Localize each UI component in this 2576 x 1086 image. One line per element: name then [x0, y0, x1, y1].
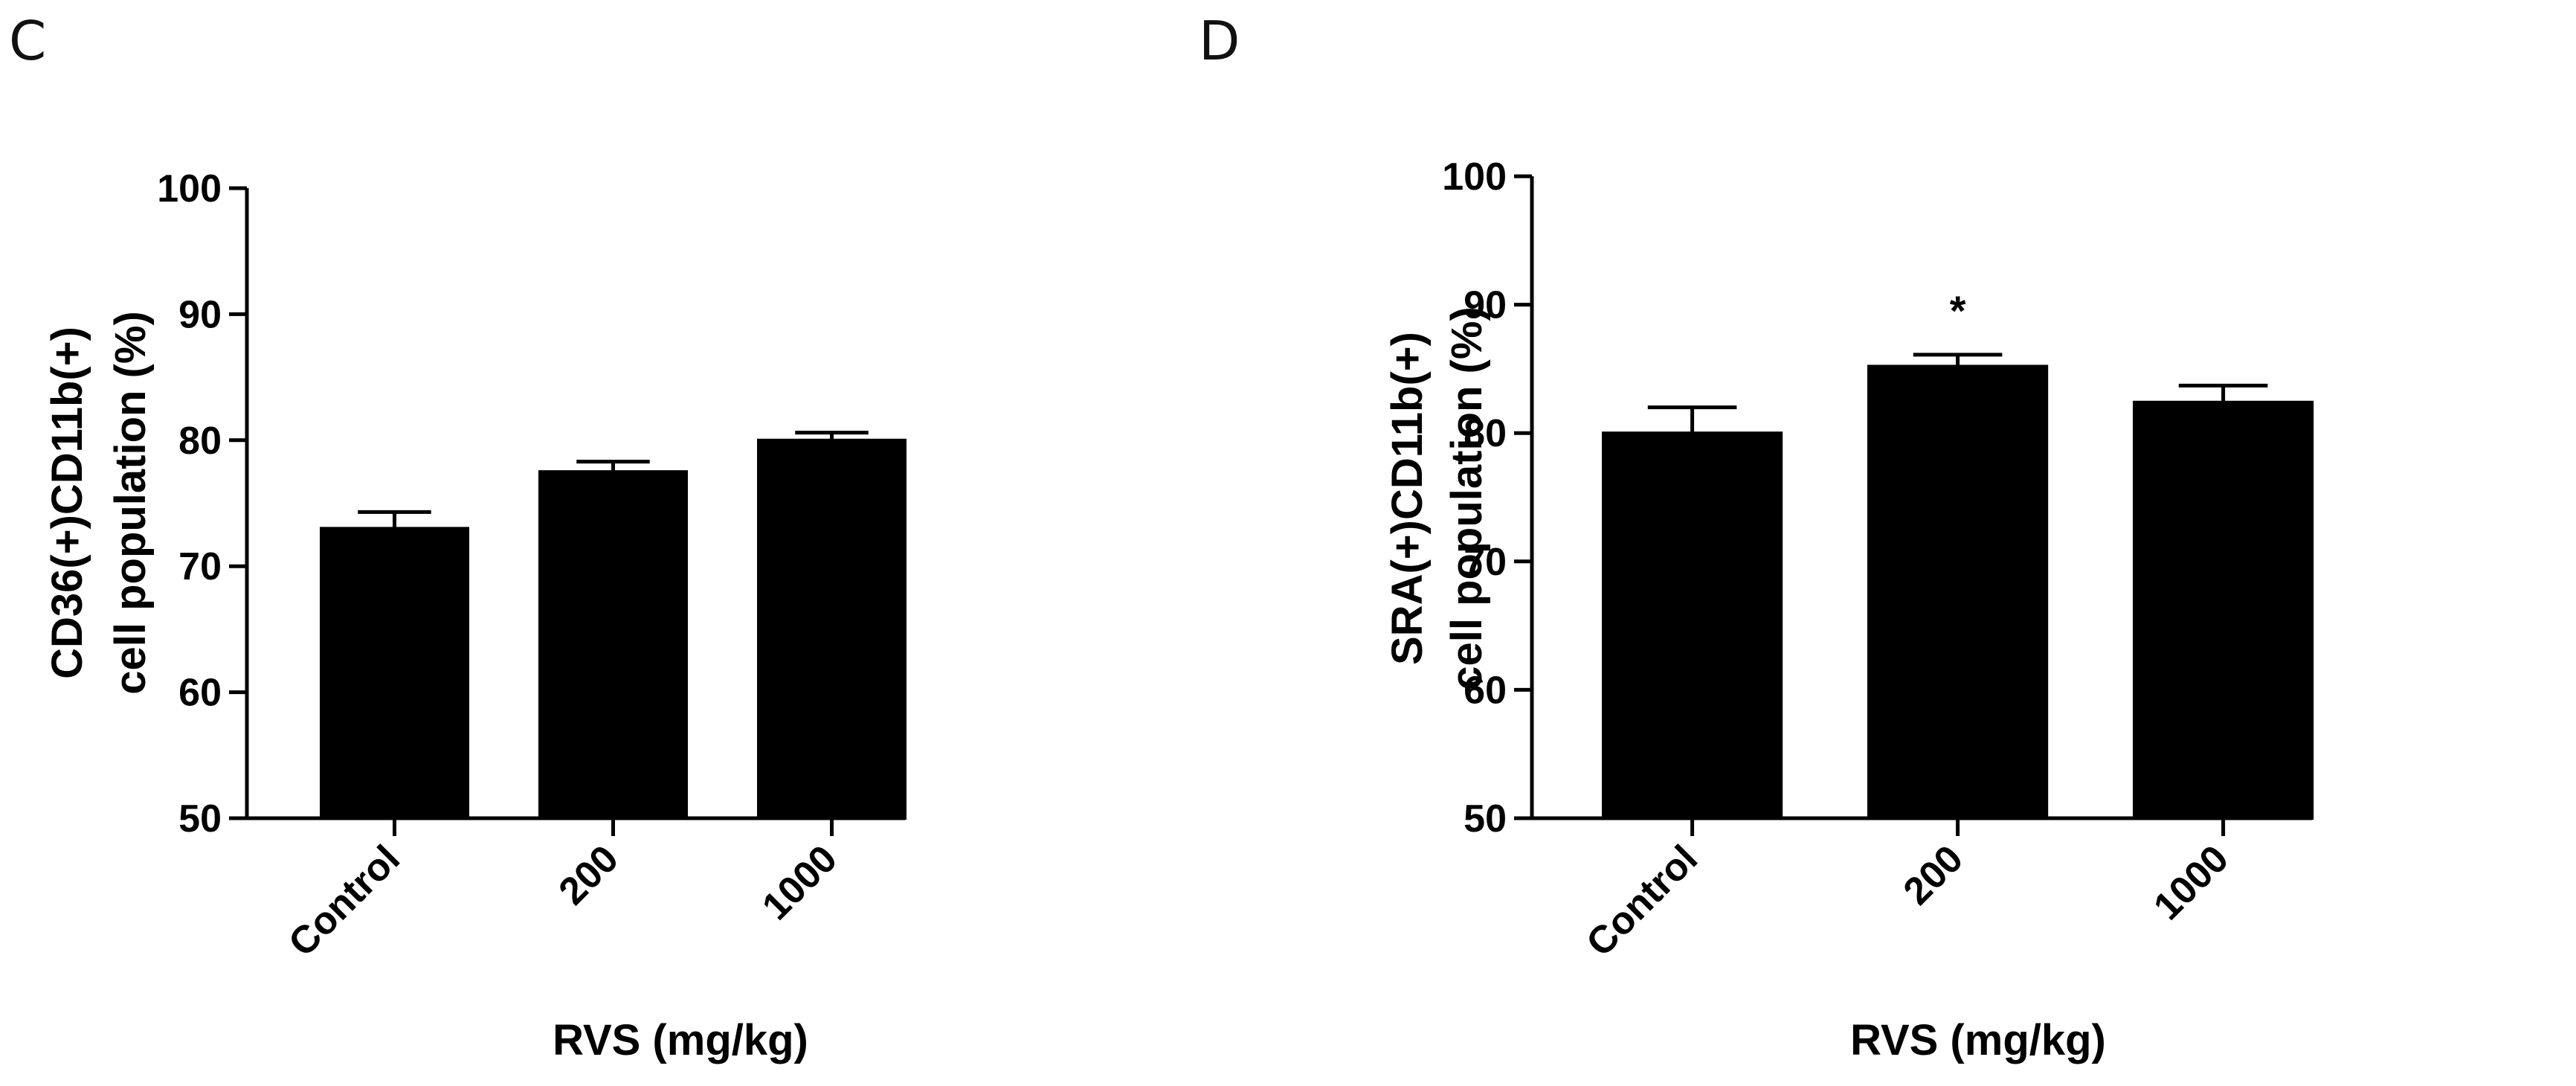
- y-tick-label: 70: [1464, 541, 1507, 584]
- x-tick-label: 1000: [2145, 837, 2237, 928]
- y-axis-title-line: cell population (%): [106, 311, 155, 695]
- bar: [1867, 364, 2049, 820]
- y-axis-title-line: CD36(+)CD11b(+): [43, 327, 91, 679]
- y-tick-label: 100: [157, 167, 222, 211]
- y-tick-label: 60: [1464, 669, 1507, 712]
- y-axis-title-line: SRA(+)CD11b(+): [1383, 332, 1432, 665]
- bar: [2133, 400, 2314, 820]
- panel-letter: C: [9, 10, 46, 72]
- bar: [757, 438, 907, 820]
- y-axis-title-line: cell population (%): [1443, 306, 1491, 690]
- x-tick-label: Control: [280, 837, 408, 965]
- x-tick-label: 200: [1896, 837, 1971, 913]
- x-axis-title: RVS (mg/kg): [1850, 1016, 2106, 1064]
- panel-c-chart: C 50 60 70 80 90 100 CD36(+)CD11b(+) cell popula…: [9, 10, 907, 1064]
- bar: [320, 527, 469, 820]
- y-tick-label: 70: [178, 545, 222, 588]
- bar: [1602, 431, 1783, 820]
- y-tick-label: 90: [1464, 284, 1507, 327]
- x-tick-label: 1000: [754, 837, 846, 928]
- significance-marker: *: [1950, 287, 1966, 334]
- y-tick-label: 80: [1464, 412, 1507, 455]
- bar: [538, 470, 688, 820]
- y-tick-label: 80: [178, 420, 222, 463]
- y-tick-label: 100: [1442, 155, 1507, 199]
- y-tick-label: 50: [1464, 797, 1507, 841]
- panel-letter: D: [1199, 10, 1240, 72]
- y-tick-label: 60: [178, 672, 222, 715]
- y-tick-label: 90: [178, 293, 222, 336]
- x-tick-label: 200: [551, 837, 627, 913]
- x-tick-label: Control: [1578, 837, 1706, 965]
- x-axis-title: RVS (mg/kg): [553, 1016, 808, 1064]
- panel-d-chart: D 50 60 70 80 90 100 SRA(+)CD11b(+) cell populat…: [1199, 10, 2314, 1064]
- y-tick-label: 50: [178, 797, 222, 841]
